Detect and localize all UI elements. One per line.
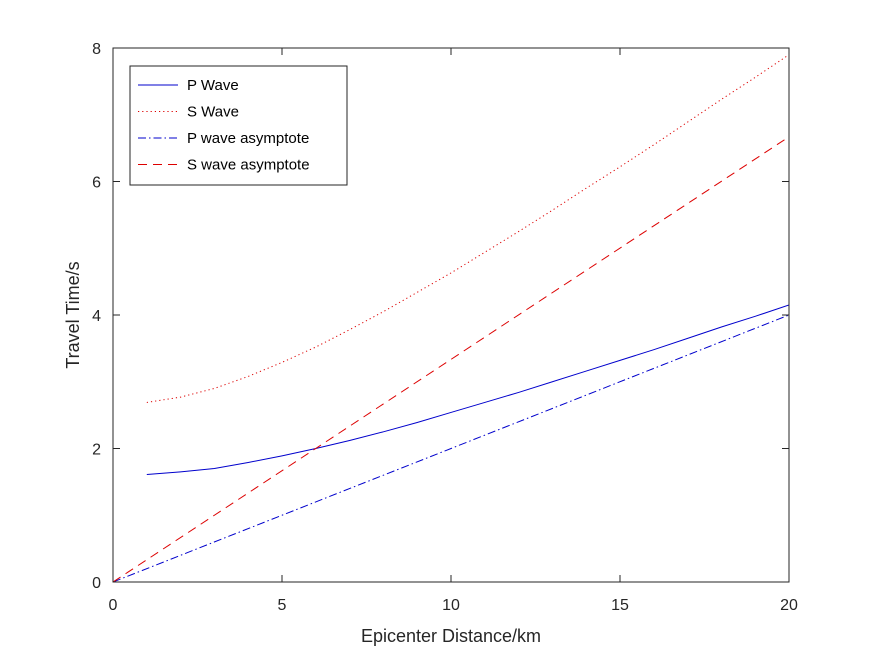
legend-label-4: S wave asymptote — [187, 157, 310, 174]
y-axis-label: Travel Time/s — [63, 261, 83, 368]
tick-layer: 0 5 10 15 20 0 2 4 6 8 — [92, 41, 798, 614]
legend: P Wave S Wave P wave asymptote S wave asymp… — [129, 65, 348, 186]
x-tick-label: 5 — [278, 597, 287, 614]
legend-box — [129, 65, 348, 186]
legend-label-2: S Wave — [187, 104, 239, 121]
y-tick-label: 8 — [92, 41, 101, 58]
x-tick-label: 15 — [611, 597, 629, 614]
series-line-3 — [113, 314, 789, 582]
x-axis-label: Epicenter Distance/km — [361, 626, 541, 646]
y-tick-label: 6 — [92, 175, 101, 192]
x-tick-label: 0 — [109, 597, 118, 614]
x-tick-label: 10 — [442, 597, 460, 614]
series-line-1 — [146, 304, 789, 476]
series-layer — [113, 54, 789, 582]
y-tick-label: 2 — [92, 442, 101, 459]
x-tick-label: 20 — [780, 597, 798, 614]
y-tick-label: 0 — [92, 575, 101, 592]
y-tick-label: 4 — [92, 308, 101, 325]
legend-label-3: P wave asymptote — [187, 130, 309, 147]
legend-label-1: P Wave — [187, 77, 239, 94]
